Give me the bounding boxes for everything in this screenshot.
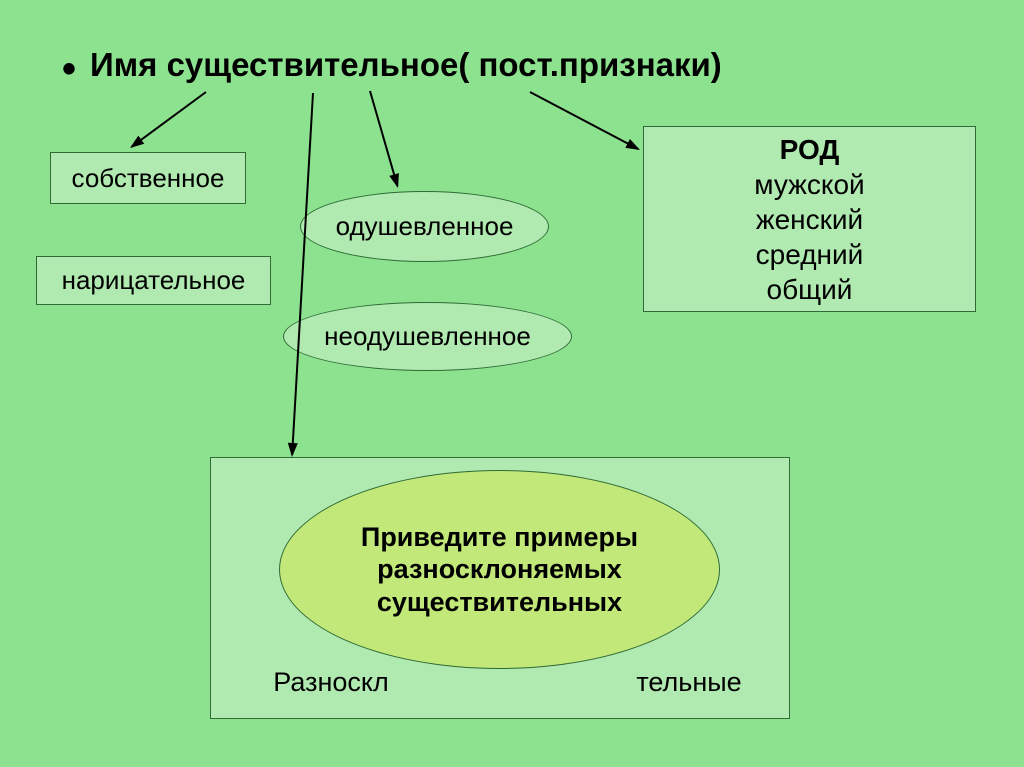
box-inanimate-label: неодушевленное [324,321,531,352]
box-inanimate: неодушевленное [283,302,572,371]
box-bottom-rect-label: Разноскл тельные [211,666,789,700]
box-common-label: нарицательное [62,264,246,297]
gender-line-3: общий [754,272,864,307]
gender-line-1: женский [754,202,864,237]
box-own: собственное [50,152,246,204]
title-row: • Имя существительное( пост.признаки) [62,47,722,91]
box-animate: одушевленное [300,191,549,262]
box-animate-label: одушевленное [336,211,514,242]
box-gender: РОД мужской женский средний общий [643,126,976,312]
bottom-oval-line-2: существительных [361,586,638,618]
gender-lines: мужской женский средний общий [754,167,864,307]
bullet-icon: • [62,47,76,91]
gender-line-0: мужской [754,167,864,202]
box-bottom-oval: Приведите примеры разносклоняемых сущест… [279,470,720,669]
bottom-oval-line-0: Приведите примеры [361,521,638,553]
gender-line-2: средний [754,237,864,272]
slide: • Имя существительное( пост.признаки) со… [0,0,1024,767]
box-own-label: собственное [72,162,225,195]
bottom-oval-line-1: разносклоняемых [361,553,638,585]
bottom-oval-content: Приведите примеры разносклоняемых сущест… [361,521,638,618]
gender-content: РОД мужской женский средний общий [754,132,864,307]
box-common: нарицательное [36,256,271,305]
slide-title: Имя существительное( пост.признаки) [90,47,722,83]
gender-title: РОД [754,132,864,167]
